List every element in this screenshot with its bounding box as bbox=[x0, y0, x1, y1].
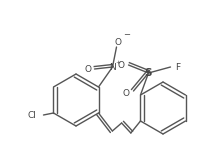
Text: N: N bbox=[109, 62, 116, 71]
Text: O: O bbox=[114, 38, 121, 46]
Text: Cl: Cl bbox=[27, 111, 36, 120]
Text: F: F bbox=[175, 62, 180, 71]
Text: O: O bbox=[118, 60, 125, 69]
Text: +: + bbox=[116, 59, 121, 64]
Text: O: O bbox=[123, 89, 130, 98]
Text: −: − bbox=[123, 31, 130, 40]
Text: O: O bbox=[84, 64, 91, 73]
Text: S: S bbox=[145, 68, 152, 78]
